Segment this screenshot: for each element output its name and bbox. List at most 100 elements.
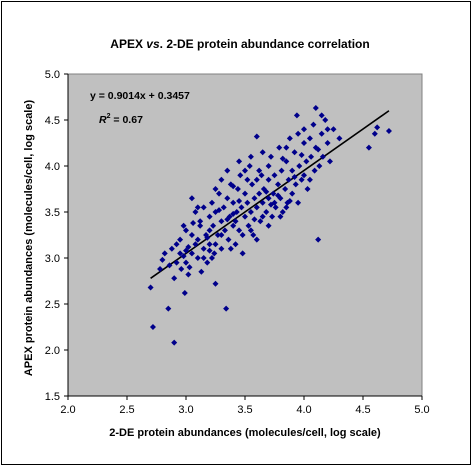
- data-point: [298, 176, 305, 183]
- x-axis-label: 2-DE protein abundances (molecules/cell,…: [109, 427, 381, 439]
- data-point: [183, 227, 189, 234]
- data-point: [198, 268, 205, 275]
- data-point: [318, 130, 325, 137]
- data-point: [285, 176, 292, 183]
- x-tick-label: 4.0: [296, 404, 311, 416]
- data-point: [259, 149, 266, 156]
- data-point: [318, 112, 325, 119]
- data-point: [230, 210, 237, 217]
- r2-superscript: 2: [107, 113, 111, 120]
- data-point: [279, 209, 286, 215]
- data-point: [298, 151, 305, 158]
- data-point: [177, 250, 184, 257]
- data-point: [230, 222, 237, 229]
- data-point: [253, 236, 260, 243]
- data-point: [211, 250, 218, 257]
- data-point: [238, 204, 245, 211]
- data-point: [257, 218, 264, 225]
- data-point: [197, 218, 204, 225]
- data-point: [239, 250, 246, 257]
- trendline-equation: y = 0.9014x + 0.3457: [90, 90, 190, 102]
- data-point: [216, 207, 223, 214]
- data-point: [277, 213, 284, 220]
- data-point: [178, 266, 185, 273]
- data-point: [221, 227, 228, 234]
- data-point: [212, 186, 219, 192]
- x-tick-label: 2.0: [60, 404, 75, 416]
- data-point: [188, 250, 195, 257]
- data-point: [271, 172, 278, 179]
- y-tick-label: 4.5: [45, 115, 60, 127]
- data-point: [385, 128, 392, 135]
- title-suffix: . 2-DE protein abundance correlation: [160, 37, 370, 51]
- data-point: [206, 227, 213, 234]
- data-point: [291, 174, 298, 181]
- data-point: [227, 245, 234, 252]
- data-point: [232, 218, 239, 225]
- data-point: [173, 259, 180, 266]
- data-point: [296, 163, 303, 169]
- data-point: [283, 144, 290, 151]
- data-point: [242, 213, 248, 220]
- data-point: [289, 167, 296, 174]
- data-point: [236, 197, 243, 204]
- data-point: [251, 195, 258, 202]
- y-tick-label: 1.5: [45, 391, 60, 403]
- data-point: [326, 158, 333, 165]
- data-point: [171, 275, 178, 282]
- data-point: [292, 181, 299, 188]
- data-point: [259, 213, 266, 220]
- data-point: [208, 199, 215, 206]
- data-point: [214, 232, 221, 238]
- data-point: [244, 199, 251, 206]
- data-point: [291, 149, 298, 156]
- data-point: [161, 250, 168, 257]
- trendline: [150, 110, 390, 279]
- data-point: [218, 218, 225, 225]
- data-point: [316, 163, 323, 169]
- data-point: [181, 289, 188, 296]
- data-point: [251, 216, 258, 223]
- data-point: [303, 158, 310, 165]
- data-point: [265, 163, 272, 169]
- data-point: [192, 209, 199, 215]
- data-point: [185, 271, 192, 278]
- data-point: [200, 255, 207, 261]
- data-point: [286, 197, 293, 204]
- axes-layer: 2.0 2.5 3.0 3.5 4.0 4.5 5.01.52.02.53.03.54.04…: [45, 69, 430, 416]
- data-point: [244, 176, 251, 183]
- data-point: [279, 155, 286, 162]
- data-point: [200, 204, 207, 211]
- y-axis-label: APEX protein abundances (molecules/cell,…: [23, 100, 35, 377]
- chart-title: APEX vs. 2-DE protein abundance correlat…: [110, 37, 369, 51]
- data-point: [220, 204, 227, 211]
- x-tick-label: 5.0: [414, 404, 429, 416]
- data-point: [194, 255, 201, 261]
- data-point: [336, 135, 343, 142]
- data-point: [270, 190, 277, 197]
- data-point: [197, 222, 204, 229]
- data-point: [295, 130, 302, 137]
- data-point: [224, 167, 231, 174]
- data-point: [168, 245, 175, 252]
- data-point: [224, 195, 231, 202]
- data-point: [265, 195, 272, 202]
- data-point: [312, 105, 319, 112]
- data-point: [253, 204, 260, 211]
- data-point: [242, 167, 248, 174]
- data-point: [206, 247, 213, 254]
- data-point: [256, 190, 263, 197]
- data-point: [293, 112, 300, 119]
- data-point: [230, 199, 237, 206]
- data-point: [269, 213, 276, 220]
- data-point: [237, 172, 244, 179]
- data-point: [223, 305, 230, 312]
- data-point: [232, 241, 239, 248]
- data-point: [324, 126, 331, 133]
- data-point: [230, 183, 237, 190]
- data-point: [173, 241, 180, 248]
- data-point: [263, 188, 270, 195]
- data-point: [322, 117, 329, 123]
- data-point: [301, 126, 307, 133]
